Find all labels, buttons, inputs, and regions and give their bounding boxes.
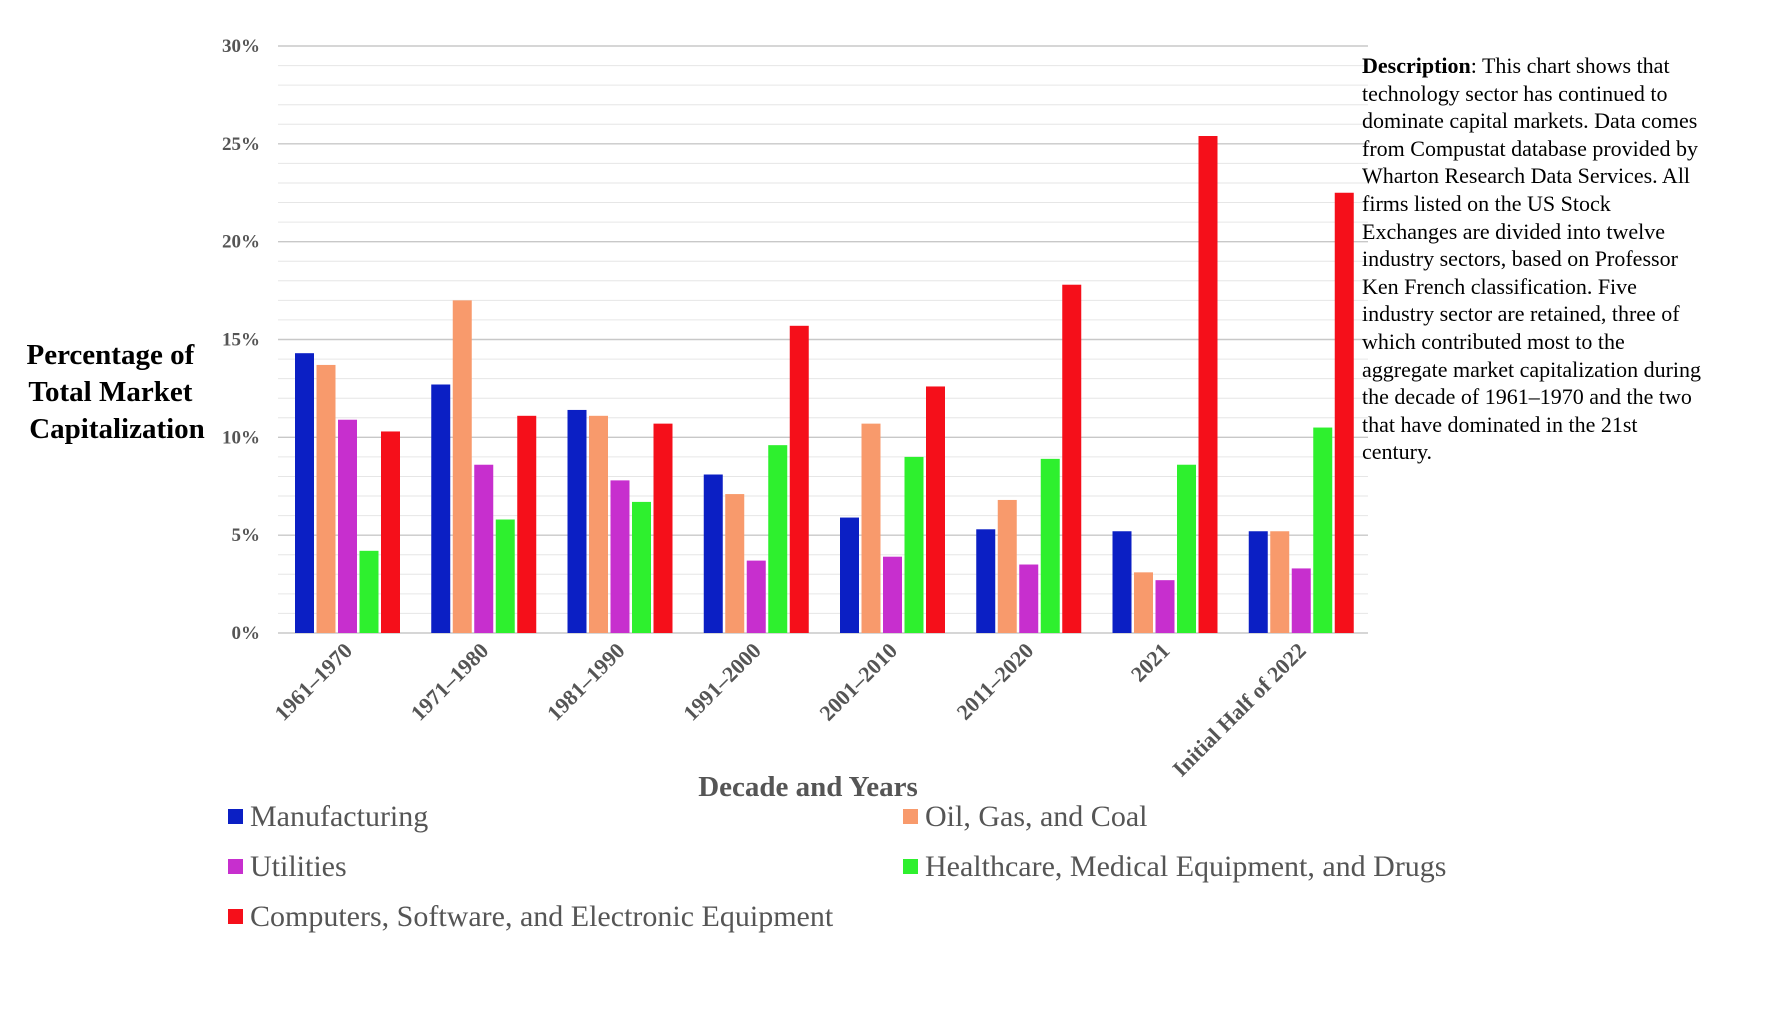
bar (1112, 531, 1132, 633)
legend-swatch (903, 859, 918, 874)
bar (452, 300, 472, 633)
legend-label: Utilities (250, 850, 347, 883)
bar (567, 409, 587, 633)
y-axis-label: Percentage of Total Market Capitalizatio… (27, 339, 205, 445)
y-tick-label: 20% (222, 232, 260, 253)
bar (1198, 136, 1218, 634)
x-axis-ticks: 1961–1970 1971–1980 1981–1990 1991–2000 2001… (269, 638, 1310, 781)
legend-swatch (903, 809, 918, 824)
y-tick-label: 0% (232, 623, 261, 644)
bar (840, 517, 859, 633)
x-tick-label: 1981–1990 (542, 638, 630, 726)
y-tick-label: 10% (222, 427, 260, 448)
y-tick-label: 25% (222, 134, 260, 155)
bar (861, 423, 881, 633)
legend-label: Computers, Software, and Electronic Equi… (250, 900, 834, 933)
bar (495, 519, 515, 633)
x-tick-label: Initial Half of 2022 (1167, 638, 1310, 781)
bar (632, 501, 651, 633)
bar (1334, 192, 1354, 633)
x-tick-label: 1961–1970 (269, 638, 357, 726)
legend-swatch (228, 859, 243, 874)
x-axis-label: Decade and Years (698, 771, 918, 803)
bar (703, 474, 723, 633)
y-tick-label: 15% (222, 330, 260, 351)
bar (768, 445, 788, 633)
bar (359, 550, 379, 633)
legend-label: Manufacturing (250, 800, 428, 833)
bar (976, 529, 996, 633)
bar (1155, 580, 1175, 633)
bar (1313, 427, 1333, 633)
bar (883, 556, 902, 633)
bar (926, 386, 945, 633)
legend-label: Oil, Gas, and Coal (925, 800, 1147, 833)
description-body: : This chart shows that technology secto… (1362, 53, 1702, 465)
x-tick-label: 2011–2020 (951, 638, 1038, 725)
bar (1270, 531, 1290, 633)
bar (610, 480, 630, 633)
description-heading: Description (1362, 53, 1471, 78)
y-axis-label-line-1: Percentage of (27, 339, 195, 371)
bar (295, 353, 314, 633)
bar (338, 419, 357, 633)
y-axis-label-line-3: Capitalization (29, 413, 205, 445)
bar (1019, 564, 1039, 633)
bar (997, 499, 1017, 633)
bar (1040, 458, 1060, 633)
bar (725, 494, 745, 633)
bar (589, 415, 608, 633)
y-tick-label: 30% (222, 36, 260, 57)
bar (1134, 572, 1153, 633)
bar (517, 415, 537, 633)
bar (474, 464, 494, 633)
x-tick-label: 2021 (1126, 638, 1175, 687)
bar (1248, 531, 1268, 633)
bar (381, 431, 400, 633)
y-axis-ticks: 0% 5% 10% 15% 20% 25% 30% (222, 36, 260, 644)
y-axis-label-line-2: Total Market (28, 376, 192, 408)
bar (431, 384, 451, 633)
bar (1062, 284, 1082, 633)
bar (789, 325, 809, 633)
bar (1291, 568, 1311, 633)
legend-label: Healthcare, Medical Equipment, and Drugs (925, 850, 1446, 883)
bars (295, 136, 1354, 634)
x-tick-label: 1971–1980 (406, 638, 494, 726)
bar (316, 364, 336, 633)
y-tick-label: 5% (232, 525, 261, 546)
bar (746, 560, 766, 633)
legend-swatch (228, 909, 243, 924)
bar (904, 456, 924, 633)
legend: Manufacturing Oil, Gas, and Coal Utilities… (228, 800, 1446, 933)
x-tick-label: 1991–2000 (678, 638, 766, 726)
x-tick-label: 2001–2010 (814, 638, 902, 726)
bar (1177, 464, 1196, 633)
bar (653, 423, 673, 633)
description-text: Description: This chart shows that techn… (1362, 52, 1707, 466)
legend-swatch (228, 809, 243, 824)
